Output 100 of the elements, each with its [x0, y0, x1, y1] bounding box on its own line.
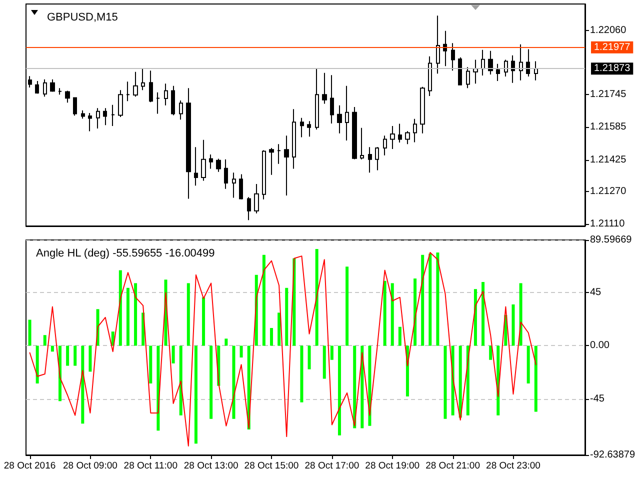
y-tick-label: -92.63879: [590, 450, 636, 460]
candlestick: [194, 146, 198, 186]
bar: [278, 312, 281, 346]
ref-line-label: 1.21873: [594, 63, 631, 74]
candlestick: [232, 172, 236, 198]
bar: [240, 346, 243, 358]
candlestick: [58, 88, 62, 96]
y-tick-label: -45: [590, 393, 605, 404]
bar: [330, 346, 334, 360]
candlestick: [511, 54, 515, 84]
candlestick: [239, 174, 243, 200]
y-tick-label: 89.59669: [590, 234, 632, 246]
candlestick: [534, 60, 538, 81]
bar: [149, 346, 152, 384]
bar: [50, 346, 54, 352]
bar: [421, 254, 424, 346]
bar: [534, 346, 538, 412]
bar: [88, 346, 92, 372]
x-tick-label: 28 Oct 15:00: [244, 460, 299, 472]
bar: [489, 346, 492, 360]
candlestick: [224, 158, 228, 190]
bar: [172, 346, 175, 364]
x-tick-label: 28 Oct 17:00: [304, 460, 360, 472]
bar: [436, 252, 440, 346]
candlestick: [496, 63, 500, 82]
ref-line-label: 1.21977: [594, 42, 631, 53]
x-tick-label: 28 Oct 2016: [4, 460, 56, 472]
bar: [134, 283, 138, 346]
candlestick: [164, 83, 168, 106]
y-tick-label: 1.21425: [590, 154, 627, 166]
candlestick: [28, 76, 32, 88]
bar: [81, 346, 84, 424]
candlestick: [360, 127, 364, 160]
candlestick: [436, 15, 440, 74]
candlestick: [126, 81, 130, 102]
candlestick: [488, 50, 493, 75]
bar: [300, 346, 304, 402]
bar: [66, 346, 70, 366]
bar: [74, 346, 77, 366]
candlestick: [526, 48, 530, 78]
candlestick: [201, 139, 206, 182]
candlestick: [300, 117, 304, 138]
y-tick-label: 1.21585: [590, 122, 627, 133]
candlestick: [96, 108, 100, 129]
bar: [482, 282, 485, 346]
bar: [202, 297, 206, 346]
x-tick-label: 28 Oct 13:00: [184, 460, 238, 472]
candlestick: [405, 130, 410, 145]
x-tick-label: 28 Oct 23:00: [486, 460, 540, 472]
bar: [398, 326, 402, 346]
bar: [28, 320, 32, 346]
candlestick: [111, 104, 115, 126]
bar: [474, 289, 477, 346]
bar: [444, 346, 447, 419]
candlestick: [466, 66, 470, 89]
candlestick: [269, 147, 274, 176]
x-tick-label: 28 Oct 11:00: [124, 460, 178, 472]
y-tick-label: 1.21745: [590, 89, 627, 100]
candlestick: [451, 42, 455, 72]
candlestick: [254, 184, 259, 214]
candlestick: [216, 158, 221, 172]
bar: [519, 283, 522, 346]
candlestick: [133, 71, 138, 98]
candlestick: [504, 59, 508, 78]
candlestick: [50, 78, 55, 92]
candlestick: [35, 80, 39, 94]
y-tick-label: 0.00: [590, 340, 610, 352]
candlestick: [262, 150, 266, 200]
bar: [118, 270, 122, 346]
candlestick: [292, 108, 296, 170]
candlestick: [398, 123, 402, 143]
x-tick-label: 28 Oct 21:00: [426, 460, 480, 472]
candlestick: [337, 104, 342, 134]
candlestick: [65, 90, 70, 104]
bar: [428, 254, 432, 346]
y-tick-label: 1.21110: [590, 218, 626, 230]
candlestick: [141, 67, 145, 91]
bar: [308, 346, 311, 370]
bar: [285, 288, 288, 346]
candlestick: [43, 78, 47, 98]
bar: [414, 278, 417, 346]
candlestick: [352, 106, 357, 160]
text: Angle HL (deg) -55.59655 -16.00499: [36, 248, 215, 260]
bar: [315, 248, 318, 346]
y-tick-label: 1.21270: [590, 186, 627, 197]
candlestick: [284, 135, 289, 196]
candlestick: [473, 59, 478, 84]
candlestick: [413, 118, 417, 143]
bar: [458, 346, 462, 418]
text: GBPUSD,M15: [47, 12, 118, 24]
candlestick: [247, 196, 251, 221]
x-tick-label: 28 Oct 09:00: [63, 460, 118, 472]
bar: [526, 346, 530, 384]
candlestick: [81, 110, 85, 120]
candlestick: [315, 68, 319, 130]
bar: [338, 346, 341, 436]
bar: [368, 346, 372, 426]
bar: [43, 335, 46, 346]
y-tick-label: 45: [590, 287, 602, 298]
bar: [224, 338, 228, 346]
